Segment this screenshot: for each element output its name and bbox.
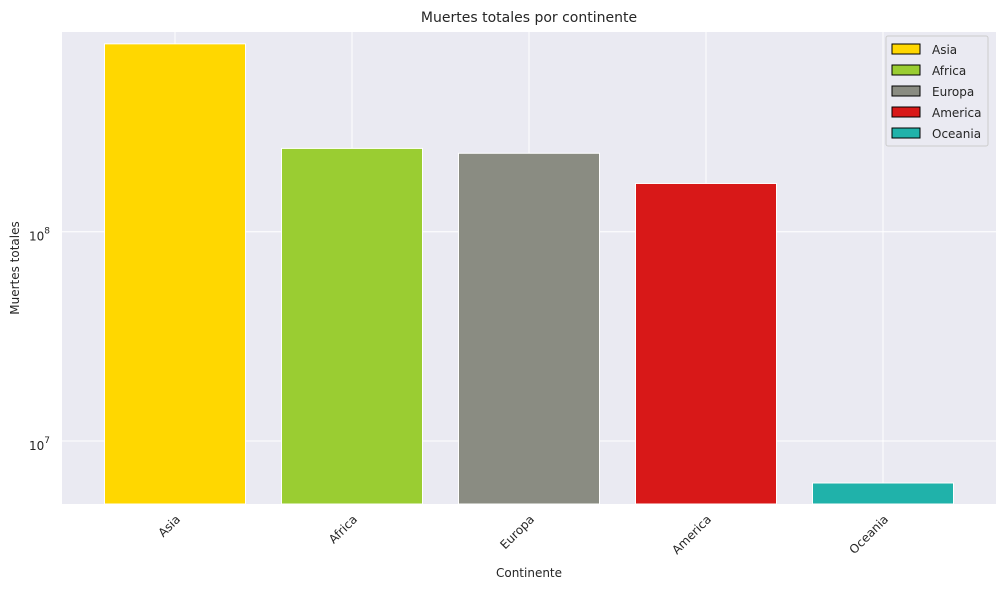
bar-africa [281,147,423,505]
y-tick-label: 108 [29,227,50,244]
y-tick-label: 107 [29,436,50,453]
legend-swatch [891,64,921,76]
x-tick-label: Africa [326,512,360,546]
legend-entry: America [932,106,982,120]
legend-entry: Africa [932,64,966,78]
legend-swatch [891,85,921,97]
legend-entry: Oceania [932,127,981,141]
chart-title: Muertes totales por continente [421,10,637,26]
x-tick-label: Oceania [847,512,892,557]
bar-america [635,182,777,505]
legend-entry: Asia [932,43,957,57]
x-axis-label: Continente [496,566,562,580]
legend-frame [885,35,989,147]
legend-swatch [891,106,921,118]
x-tick-label: America [669,512,714,557]
bar-europa [458,152,600,505]
legend-swatch [891,43,921,55]
y-tick-labels: 107 108 [29,227,50,453]
legend: Asia Africa Europa America Oceania [885,35,989,147]
x-tick-label: Europa [497,512,537,552]
y-axis-label: Muertes totales [8,221,22,315]
bar-asia [104,43,246,505]
x-tick-label: Asia [155,512,183,540]
legend-swatch [891,127,921,139]
bars [104,43,954,505]
legend-entry: Europa [932,85,974,99]
x-tick-labels: Asia Africa Europa America Oceania [155,512,891,557]
bar-oceania [812,482,954,505]
